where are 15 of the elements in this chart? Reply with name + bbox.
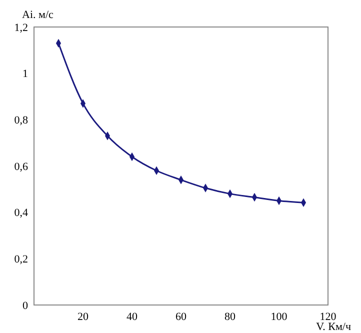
y-tick-label: 0,6: [14, 160, 28, 173]
y-tick-label: 0,4: [14, 207, 28, 220]
y-tick-label: 0,2: [14, 254, 28, 266]
x-axis-title: V. Км/ч: [316, 321, 352, 333]
y-tick-label: 0: [22, 300, 28, 312]
x-tick-label: 120: [320, 311, 337, 323]
y-tick-label: 1,2: [14, 22, 28, 34]
y-axis-title: Ai. м/с: [22, 9, 54, 21]
x-tick-label: 60: [176, 311, 187, 323]
y-tick-label: 1: [22, 68, 28, 80]
y-tick-label: 0,8: [14, 114, 28, 127]
x-tick-label: 40: [126, 311, 138, 323]
x-tick-label: 80: [224, 311, 236, 323]
x-tick-label: 20: [78, 311, 89, 323]
x-tick-label: 100: [270, 311, 288, 323]
